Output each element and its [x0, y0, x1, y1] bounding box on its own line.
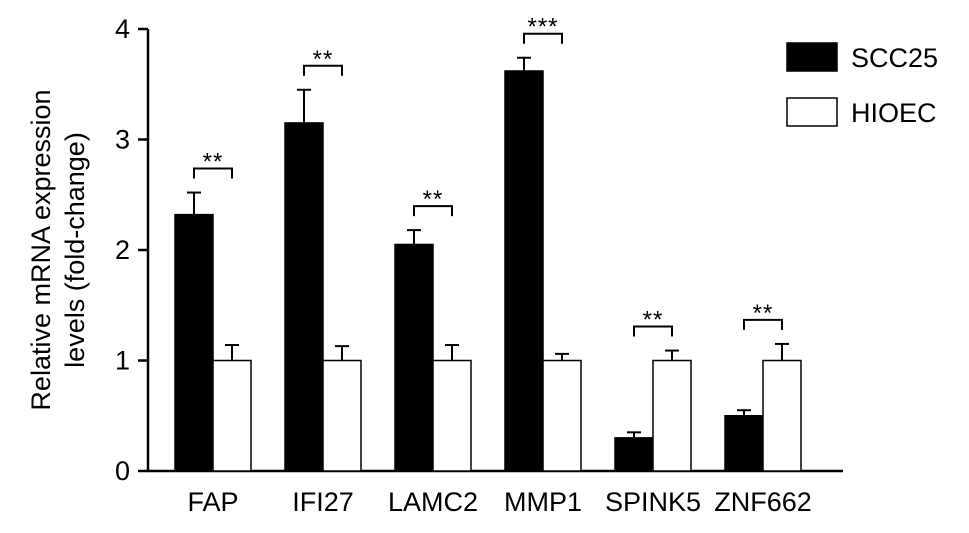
legend-swatch-hioec: [786, 97, 838, 127]
significance-label: **: [753, 300, 774, 327]
bar-scc25-spink5: [614, 437, 654, 472]
significance-bracket: [523, 32, 563, 44]
y-tick-label: 2: [115, 235, 130, 265]
significance-label: ***: [527, 14, 558, 41]
x-tick-label: ZNF662: [714, 487, 812, 517]
significance-label: **: [643, 307, 664, 334]
x-tick-label: LAMC2: [388, 487, 478, 517]
significance-bracket: [193, 167, 233, 179]
significance-bracket: [633, 325, 673, 337]
bar-scc25-ifi27: [284, 122, 324, 472]
significance-bracket: [413, 205, 453, 217]
significance-bracket: [743, 318, 783, 330]
significance-label: **: [423, 186, 444, 213]
bar-hioec-spink5: [652, 359, 692, 472]
legend-label-hioec: HIOEC: [851, 98, 937, 128]
bar-hioec-fap: [212, 359, 252, 472]
bar-scc25-mmp1: [504, 70, 544, 472]
y-tick-label: 1: [115, 346, 130, 376]
y-axis-title-line-1: Relative mRNA expression: [26, 89, 56, 410]
x-tick-label: IFI27: [292, 487, 354, 517]
bar-hioec-ifi27: [322, 359, 362, 472]
y-tick-label: 4: [115, 14, 130, 44]
legend-swatch-scc25: [786, 42, 838, 72]
bar-hioec-mmp1: [542, 359, 582, 472]
bar-scc25-lamc2: [394, 243, 434, 472]
x-tick-label: FAP: [187, 487, 238, 517]
plot-area: 0 1 2 3 4 FAP ** IFI27 ** LAMC2 ** MMP1 *** SPINK5 ** Z…: [115, 14, 843, 517]
bar-scc25-znf662: [724, 415, 764, 472]
legend: SCC25 HIOEC: [786, 42, 938, 128]
bar-hioec-znf662: [762, 359, 802, 472]
bar-scc25-fap: [174, 213, 214, 472]
significance-label: **: [203, 149, 224, 176]
significance-bracket: [303, 64, 343, 76]
significance-label: **: [313, 46, 334, 73]
x-tick-label: SPINK5: [605, 487, 701, 517]
y-tick-label: 3: [115, 125, 130, 155]
y-axis-title-line-2: levels (fold-change): [60, 132, 90, 368]
x-tick-label: MMP1: [504, 487, 582, 517]
bar-hioec-lamc2: [432, 359, 472, 472]
y-tick-label: 0: [115, 456, 130, 486]
legend-label-scc25: SCC25: [851, 43, 938, 73]
y-axis-title: Relative mRNA expression levels (fold-ch…: [26, 89, 90, 410]
